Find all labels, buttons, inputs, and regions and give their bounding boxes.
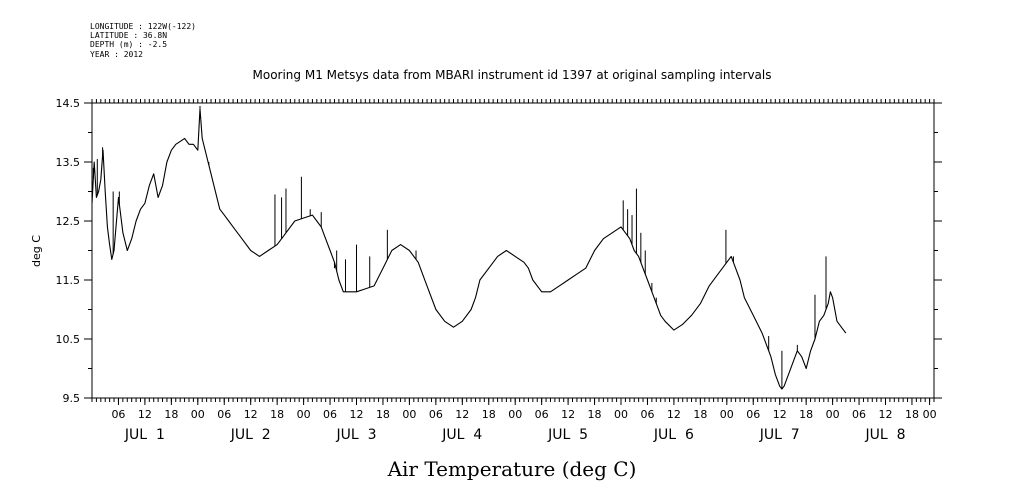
y-axis-ticks: 9.5 10.5 11.5 12.5 13.5 14.5 [56,97,942,405]
x-tick-label: 18 [164,408,178,421]
x-tick-label: 12 [138,408,152,421]
station-metadata: LONGITUDE : 122W(-122) LATITUDE : 36.8N … [90,22,196,59]
x-axis-ticks: 06 12 18 00 06 12 18 00 06 12 18 00 06 12 18 00 06 12 18 00… [111,398,937,443]
x-axis-label: Air Temperature (deg C) [387,457,637,481]
x-tick-label: 00 [297,408,311,421]
x-tick-label: 06 [217,408,231,421]
x-tick-label: 18 [376,408,390,421]
x-tick-label: 06 [429,408,443,421]
series-layer [91,105,847,390]
y-tick-label: 13.5 [56,156,81,169]
x-tick-label: 06 [746,408,760,421]
x-tick-label: 18 [799,408,813,421]
x-tick-label: 00 [191,408,205,421]
x-tick-label: 12 [350,408,364,421]
x-tick-label: 12 [244,408,258,421]
longitude-label: LONGITUDE : 122W(-122) [90,22,196,31]
x-tick-label: 00 [508,408,522,421]
y-tick-label: 12.5 [56,215,81,228]
x-tick-label: 18 [905,408,919,421]
x-tick-label: 12 [879,408,893,421]
x-tick-label: 12 [667,408,681,421]
x-tick-label: 06 [852,408,866,421]
day-label: JUL 4 [441,427,482,443]
x-tick-label: 00 [923,408,937,421]
x-tick-label: 18 [270,408,284,421]
x-tick-label: 06 [111,408,125,421]
x-tick-label: 12 [561,408,575,421]
day-label: JUL 6 [653,427,694,443]
x-tick-label: 06 [323,408,337,421]
day-label: JUL 3 [336,427,377,443]
chart-title: Mooring M1 Metsys data from MBARI instru… [252,68,772,82]
x-tick-label: 12 [773,408,787,421]
y-tick-label: 11.5 [56,274,81,287]
day-label: JUL 2 [230,427,271,443]
x-tick-label: 18 [693,408,707,421]
day-label: JUL 5 [547,427,588,443]
x-tick-label: 06 [640,408,654,421]
x-tick-label: 00 [826,408,840,421]
latitude-label: LATITUDE : 36.8N [90,31,168,41]
y-tick-label: 10.5 [56,333,81,346]
x-tick-label: 12 [455,408,469,421]
x-tick-label: 06 [535,408,549,421]
depth-label: DEPTH (m) : -2.5 [90,40,168,50]
y-axis-label: deg C [30,235,43,267]
x-tick-label: 18 [482,408,496,421]
x-tick-label: 18 [588,408,602,421]
x-tick-label: 00 [614,408,628,421]
day-label: JUL 7 [759,427,800,443]
x-tick-label: 00 [720,408,734,421]
y-tick-label: 14.5 [56,97,81,110]
year-label: YEAR : 2012 [90,49,143,59]
plot-frame [91,102,935,399]
y-tick-label: 9.5 [63,392,81,405]
day-label: JUL 1 [124,427,165,443]
temperature-series-line [91,108,847,390]
x-tick-label: 00 [402,408,416,421]
minor-ticks [91,99,935,402]
day-label: JUL 8 [865,427,906,443]
